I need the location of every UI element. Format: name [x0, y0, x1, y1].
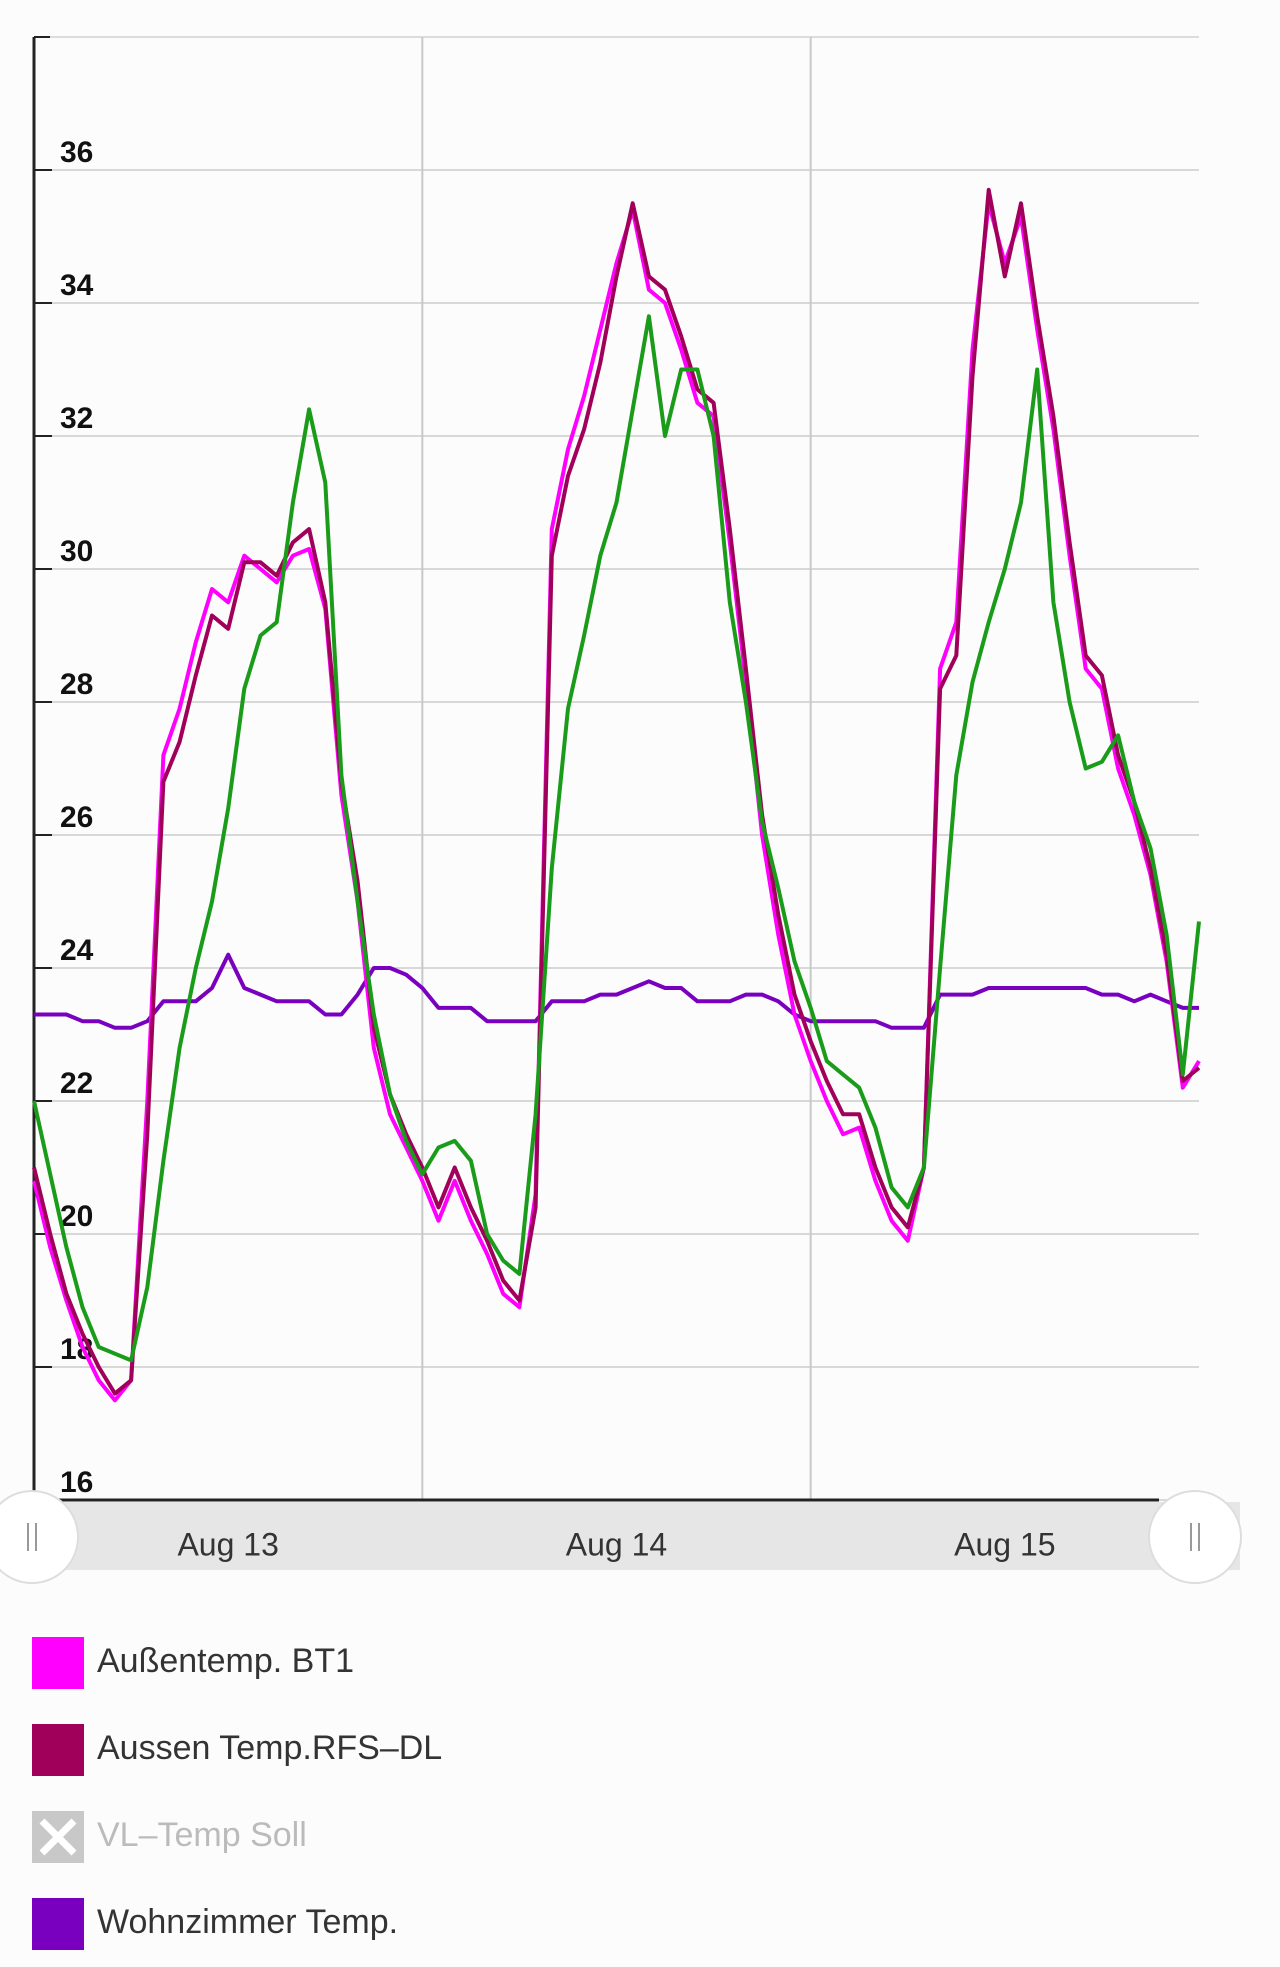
- legend-swatch[interactable]: [32, 1898, 84, 1950]
- x-tick-label: Aug 13: [177, 1526, 278, 1562]
- series-line: [32, 187, 1201, 1396]
- y-tick-label: 30: [60, 535, 93, 568]
- y-tick-label: 22: [60, 1067, 93, 1100]
- series-line: [32, 201, 1201, 1403]
- legend-label[interactable]: Außentemp. BT1: [97, 1642, 354, 1680]
- y-tick-label: 36: [60, 136, 93, 169]
- y-tick-label: 34: [60, 269, 94, 302]
- y-tick-label: 32: [60, 402, 93, 435]
- series-line: [32, 314, 1201, 1363]
- navigator-handle[interactable]: [1148, 1490, 1242, 1584]
- y-tick-label: 20: [60, 1200, 93, 1233]
- navigator[interactable]: [30, 1502, 1240, 1570]
- series-line: [34, 952, 1199, 1030]
- legend-swatch[interactable]: [32, 1724, 84, 1776]
- y-tick-label: 26: [60, 801, 93, 834]
- navigator-handle[interactable]: [0, 1490, 79, 1584]
- legend-label[interactable]: Aussen Temp.RFS–DL: [97, 1729, 442, 1767]
- y-tick-label: 16: [60, 1466, 93, 1499]
- x-tick-label: Aug 15: [954, 1526, 1055, 1562]
- legend-label[interactable]: Wohnzimmer Temp.: [97, 1903, 398, 1941]
- legend-x: [39, 1818, 77, 1856]
- legend-label[interactable]: VL–Temp Soll: [97, 1816, 307, 1854]
- y-tick-label: 28: [60, 668, 93, 701]
- x-tick-label: Aug 14: [566, 1526, 667, 1562]
- legend-swatch[interactable]: [32, 1637, 84, 1689]
- y-tick-label: 24: [60, 934, 94, 967]
